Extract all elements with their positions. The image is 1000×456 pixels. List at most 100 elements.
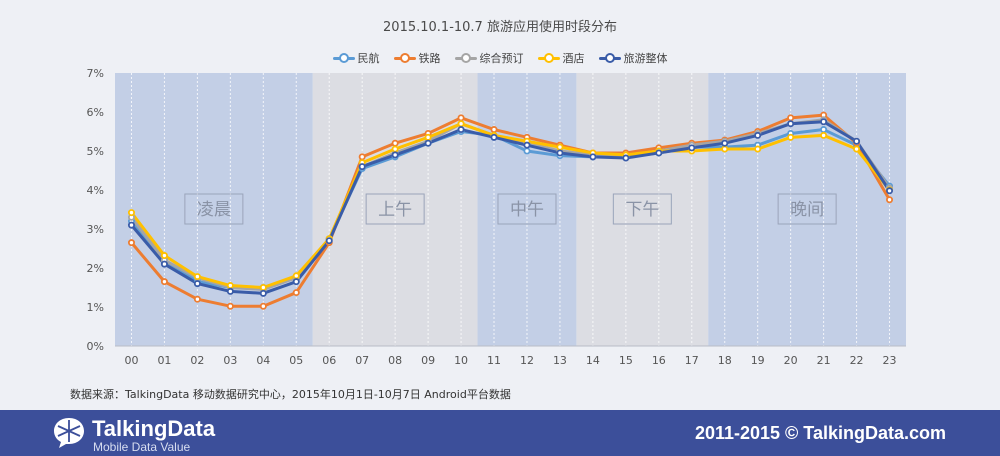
- x-tick-label: 00: [124, 354, 138, 367]
- data-point: [754, 131, 762, 139]
- brand-name: TalkingData: [92, 416, 216, 441]
- data-point: [820, 131, 828, 139]
- data-point: [886, 187, 894, 195]
- period-label: 晚间: [790, 200, 824, 220]
- data-point: [193, 280, 201, 288]
- data-point: [391, 145, 399, 153]
- period-label: 凌晨: [197, 200, 231, 220]
- y-tick-label: 4%: [87, 184, 104, 197]
- x-tick-label: 03: [223, 354, 237, 367]
- data-point: [226, 302, 234, 310]
- legend-label: 旅游整体: [623, 52, 668, 65]
- data-point: [127, 209, 135, 217]
- data-point: [490, 133, 498, 141]
- legend-label: 铁路: [418, 52, 441, 65]
- data-point: [292, 278, 300, 286]
- data-point: [820, 118, 828, 126]
- data-point: [358, 153, 366, 161]
- x-tick-label: 14: [586, 354, 600, 367]
- data-point: [787, 133, 795, 141]
- period-label: 中午: [510, 200, 544, 220]
- x-tick-label: 15: [619, 354, 633, 367]
- data-point: [259, 289, 267, 297]
- y-tick-label: 5%: [87, 145, 104, 158]
- x-tick-label: 17: [685, 354, 699, 367]
- legend-swatch: [393, 53, 416, 63]
- data-point: [424, 139, 432, 147]
- data-point: [589, 153, 597, 161]
- x-tick-label: 21: [817, 354, 831, 367]
- data-point: [292, 289, 300, 297]
- legend-item: 旅游整体: [598, 50, 668, 66]
- legend-label: 酒店: [562, 52, 585, 65]
- data-point: [391, 151, 399, 159]
- data-point: [160, 252, 168, 260]
- x-tick-label: 16: [652, 354, 666, 367]
- period-band: [576, 73, 709, 346]
- data-point: [259, 302, 267, 310]
- legend-swatch: [454, 53, 477, 63]
- data-point: [358, 163, 366, 171]
- brand-tagline: Mobile Data Value: [93, 440, 191, 454]
- data-point: [820, 126, 828, 134]
- data-point: [127, 239, 135, 247]
- x-tick-label: 13: [553, 354, 567, 367]
- data-point: [226, 287, 234, 295]
- line-chart: 凌晨 上午 中午 下午 晚间 0% 1% 2% 3% 4% 5% 6% 7% 00 01 02 03 04 05 06…: [87, 67, 906, 367]
- period-label: 下午: [625, 200, 659, 220]
- x-tick-label: 20: [784, 354, 798, 367]
- data-point: [490, 126, 498, 134]
- x-tick-label: 22: [850, 354, 864, 367]
- speech-bubble-icon: [54, 418, 84, 448]
- data-point: [292, 272, 300, 280]
- data-point: [787, 114, 795, 122]
- x-tick-label: 10: [454, 354, 468, 367]
- period-label: 上午: [378, 200, 412, 220]
- chart-title: 2015.10.1-10.7 旅游应用使用时段分布: [383, 20, 617, 35]
- data-point: [886, 196, 894, 204]
- x-tick-label: 11: [487, 354, 501, 367]
- data-point: [457, 120, 465, 128]
- x-tick-label: 02: [190, 354, 204, 367]
- period-band: [708, 73, 906, 346]
- copyright-text: 2011-2015 © TalkingData.com: [694, 423, 946, 443]
- data-point: [622, 154, 630, 162]
- chart-area: 2015.10.1-10.7 旅游应用使用时段分布 民航 铁路 综合预订 酒店 旅游整体…: [70, 20, 906, 401]
- data-point: [259, 283, 267, 291]
- x-tick-label: 05: [289, 354, 303, 367]
- data-point: [556, 143, 564, 151]
- data-point: [523, 141, 531, 149]
- data-point: [457, 114, 465, 122]
- data-point: [688, 144, 696, 152]
- x-tick-label: 08: [388, 354, 402, 367]
- data-point: [226, 282, 234, 290]
- data-point: [160, 278, 168, 286]
- data-point: [457, 126, 465, 134]
- x-tick-label: 18: [718, 354, 732, 367]
- data-point: [325, 237, 333, 245]
- legend-label: 民航: [357, 52, 380, 65]
- series-line: [129, 120, 892, 295]
- y-tick-label: 1%: [87, 301, 104, 314]
- x-tick-label: 01: [157, 354, 171, 367]
- y-tick-label: 0%: [87, 340, 104, 353]
- data-point: [754, 145, 762, 153]
- legend-swatch: [537, 53, 560, 63]
- y-tick-label: 2%: [87, 262, 104, 275]
- legend-label: 综合预订: [479, 52, 524, 65]
- legend-item: 民航: [332, 50, 380, 66]
- x-tick-label: 09: [421, 354, 435, 367]
- y-tick-label: 6%: [87, 106, 104, 119]
- x-tick-label: 04: [256, 354, 270, 367]
- data-point: [556, 149, 564, 157]
- y-tick-label: 3%: [87, 223, 104, 236]
- data-point: [853, 137, 861, 145]
- period-label-box: [612, 193, 672, 225]
- series-line: [129, 122, 892, 289]
- x-tick-label: 07: [355, 354, 369, 367]
- period-label-box: [365, 193, 425, 225]
- data-point: [853, 145, 861, 153]
- data-point: [160, 260, 168, 268]
- data-point: [193, 295, 201, 303]
- data-point: [127, 221, 135, 229]
